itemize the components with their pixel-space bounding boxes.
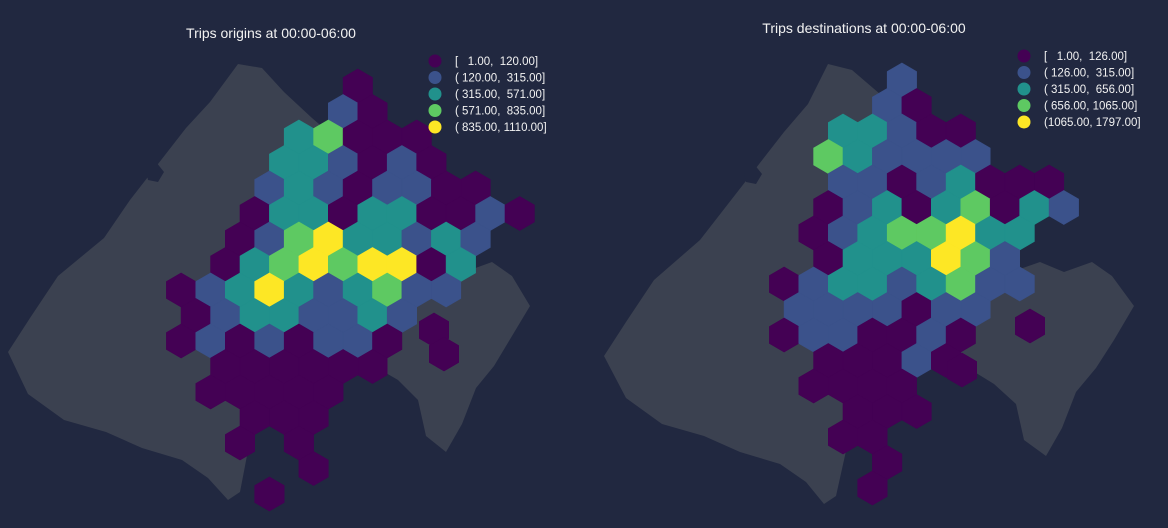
- hexbin-cell: [429, 336, 459, 372]
- land-coast-inlet: [146, 162, 164, 182]
- legend-destinations: [ 1.00, 126.00] ( 126.00, 315.00] ( 315.00…: [1017, 49, 1141, 129]
- legend-swatch: [428, 54, 442, 68]
- legend-label: [ 1.00, 126.00]: [1044, 51, 1127, 63]
- legend-swatch: [428, 87, 442, 101]
- legend-swatch: [1017, 82, 1031, 96]
- legend-label: ( 835.00, 1110.00]: [455, 122, 547, 134]
- hexbin-layer-origins: [166, 68, 535, 512]
- map-title: Trips origins at 00:00-06:00: [186, 25, 356, 41]
- legend-label: ( 656.00, 1065.00]: [1044, 101, 1137, 113]
- legend-swatch: [1017, 66, 1031, 79]
- legend-swatch: [1017, 99, 1031, 112]
- hexbin-cell: [901, 394, 932, 429]
- hexbin-cell: [225, 425, 255, 461]
- hexbin-cell: [1004, 266, 1035, 302]
- legend-label: ( 315.00, 656.00]: [1044, 84, 1134, 96]
- hexbin-cell: [357, 349, 388, 384]
- legend-swatch: [428, 71, 442, 84]
- legend-label: ( 120.00, 315.00]: [455, 73, 545, 85]
- hexbin-cell: [504, 196, 535, 231]
- land-coast-inlet: [744, 164, 762, 184]
- legend-swatch: [1017, 115, 1031, 129]
- map-panel-destinations: Trips destinations at 00:00-06:00 [ 1.00…: [604, 20, 1141, 506]
- hexbin-cell: [947, 352, 977, 388]
- legend-label: ( 126.00, 315.00]: [1044, 68, 1134, 80]
- legend-origins: [ 1.00, 120.00] ( 120.00, 315.00] ( 315.00…: [428, 54, 547, 134]
- legend-swatch: [428, 104, 442, 117]
- legend-label: (1065.00, 1797.00]: [1044, 117, 1141, 129]
- legend-swatch: [428, 120, 442, 134]
- hexbin-cell: [298, 451, 329, 486]
- hexbin-cell: [431, 272, 462, 308]
- land-east-region: [954, 262, 1134, 456]
- map-panel-origins: Trips origins at 00:00-06:00 [ 1.00, 120…: [8, 25, 547, 512]
- map-title: Trips destinations at 00:00-06:00: [762, 20, 966, 36]
- hexbin-cell: [857, 470, 888, 506]
- legend-label: ( 571.00, 835.00]: [455, 106, 545, 118]
- hexbin-cell: [254, 476, 285, 512]
- legend-label: ( 315.00, 571.00]: [455, 89, 545, 101]
- hexbin-layer-destinations: [769, 62, 1079, 506]
- legend-label: [ 1.00, 120.00]: [455, 56, 538, 68]
- legend-swatch: [1017, 49, 1031, 63]
- hexbin-cell: [1015, 308, 1045, 344]
- hexbin-cell: [1048, 190, 1079, 225]
